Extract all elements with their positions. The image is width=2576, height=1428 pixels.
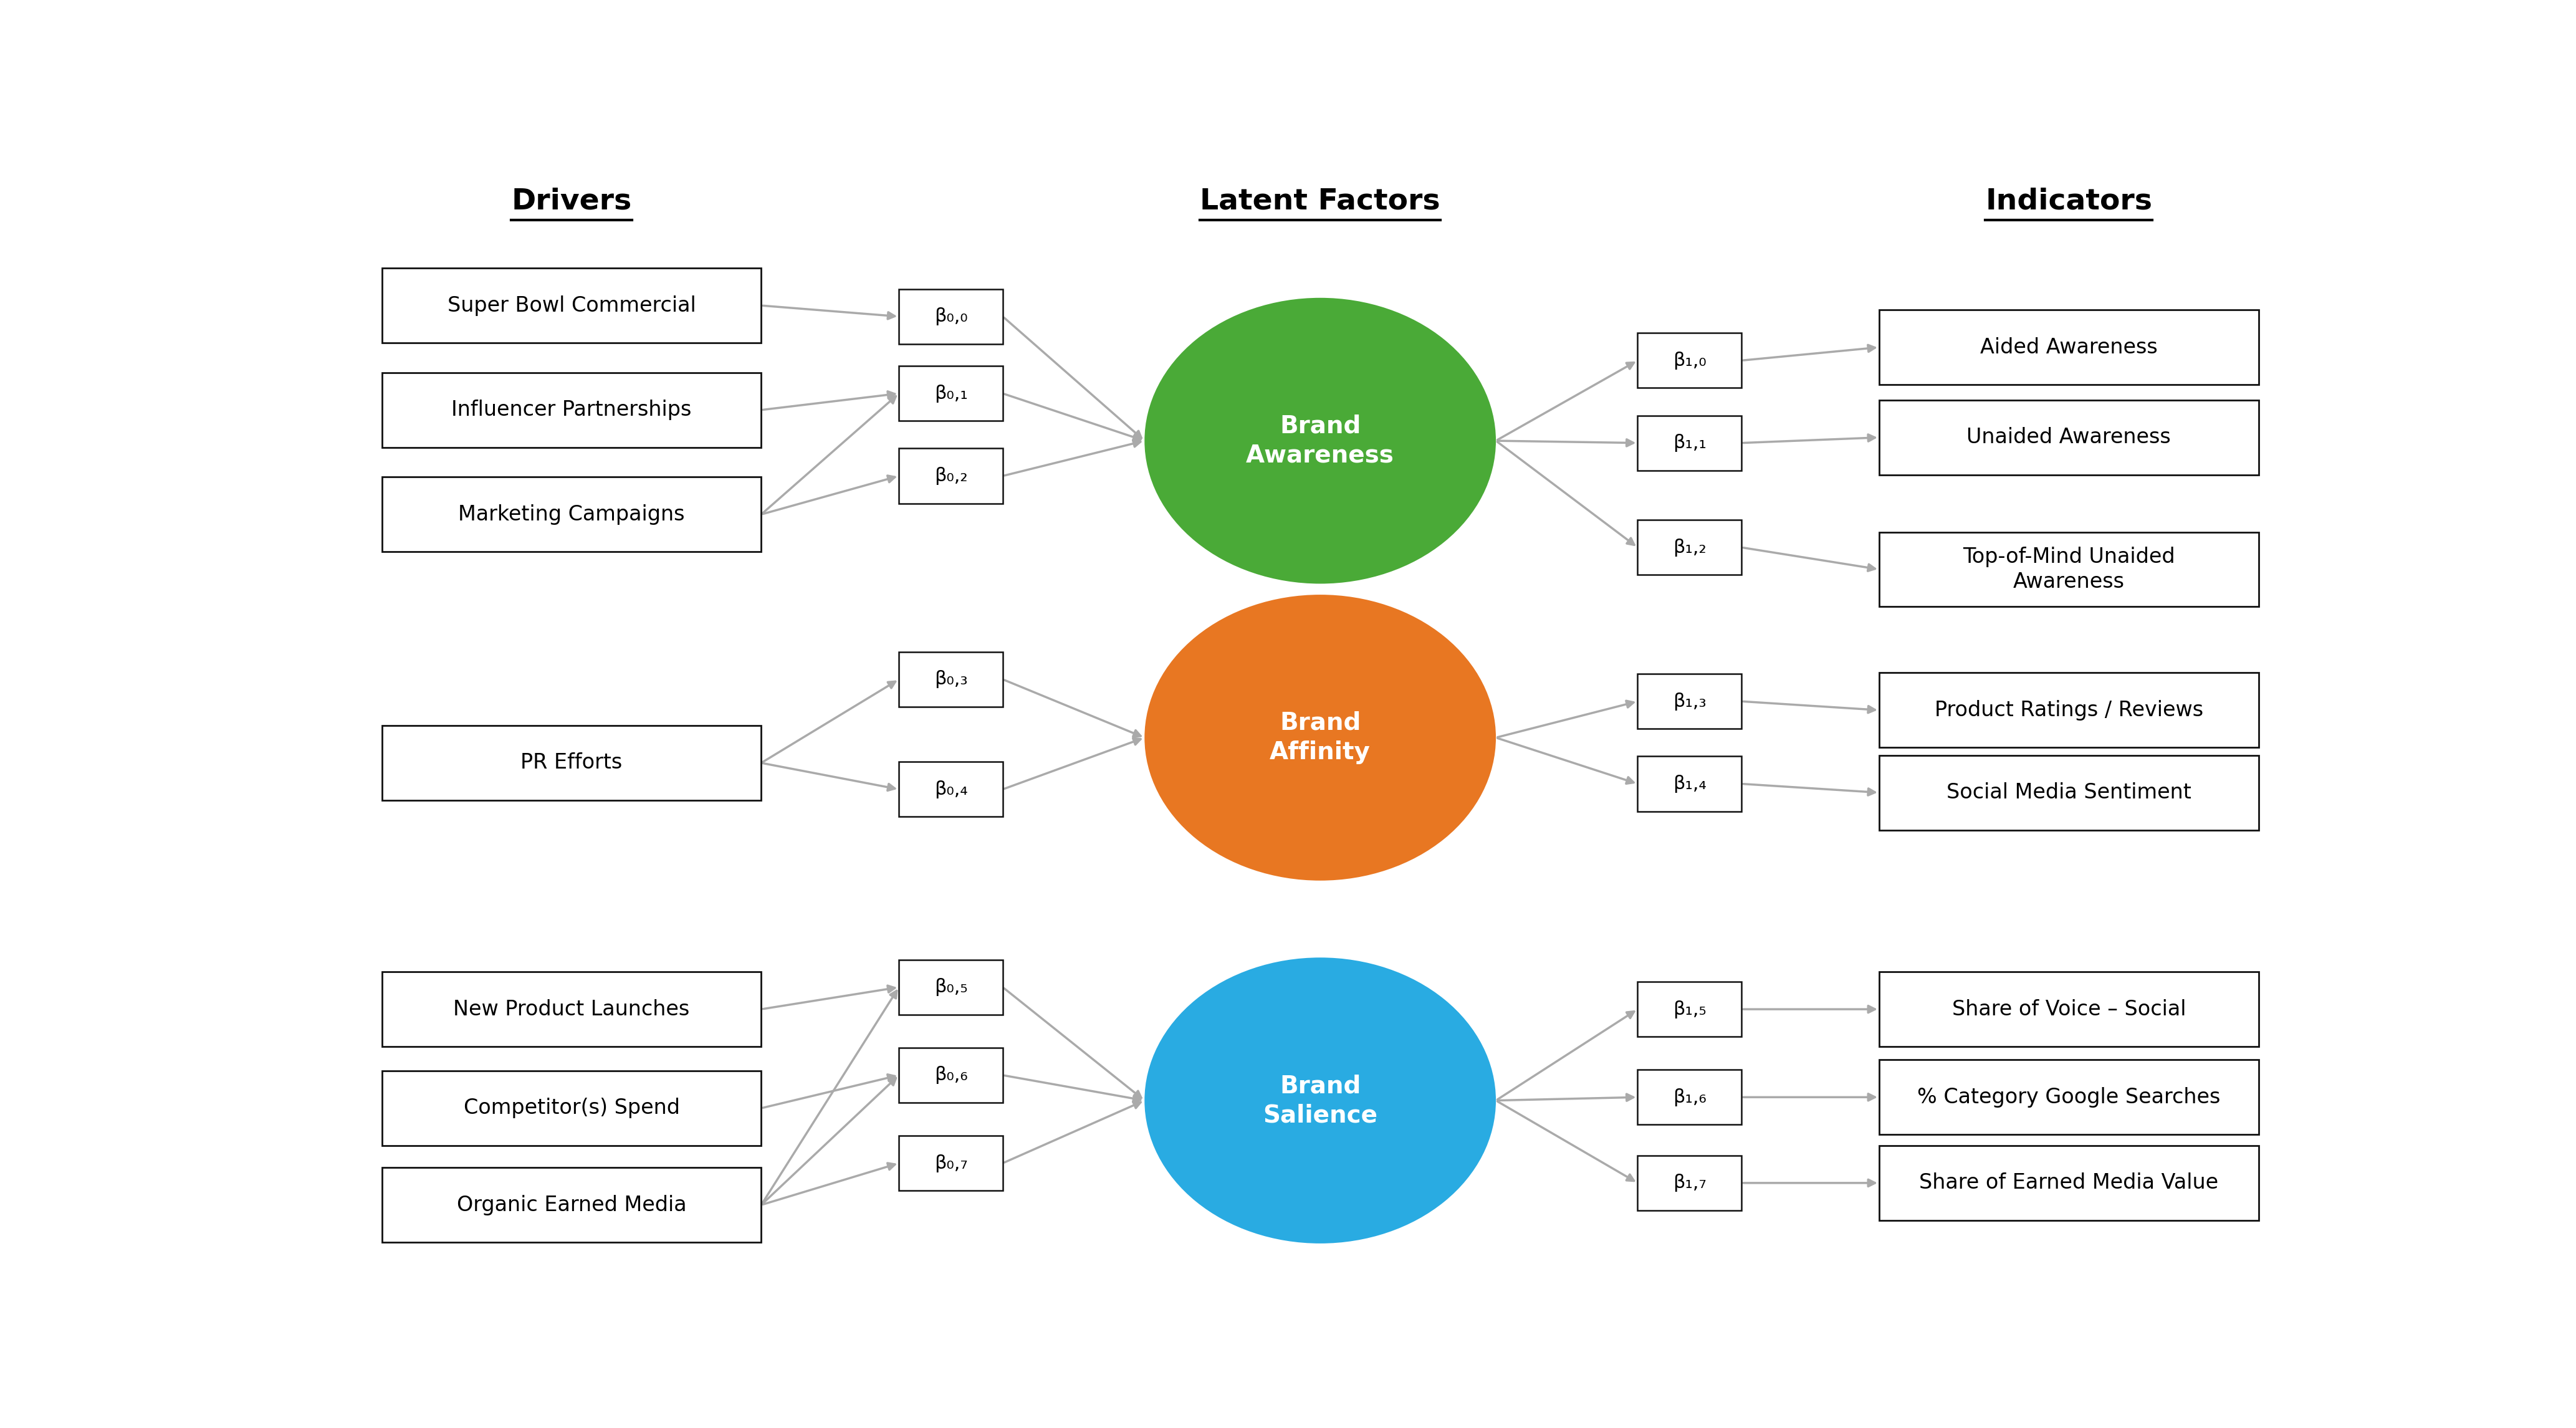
FancyBboxPatch shape	[1638, 1155, 1741, 1211]
Text: Product Ratings / Reviews: Product Ratings / Reviews	[1935, 700, 2202, 721]
FancyBboxPatch shape	[899, 1048, 1002, 1102]
FancyBboxPatch shape	[1638, 416, 1741, 470]
Text: Competitor(s) Spend: Competitor(s) Spend	[464, 1098, 680, 1118]
Text: Brand
Affinity: Brand Affinity	[1270, 711, 1370, 764]
Text: Unaided Awareness: Unaided Awareness	[1965, 427, 2172, 448]
Text: Top-of-Mind Unaided
Awareness: Top-of-Mind Unaided Awareness	[1963, 547, 2174, 593]
Text: Brand
Salience: Brand Salience	[1262, 1074, 1378, 1127]
Text: Drivers: Drivers	[510, 187, 631, 216]
FancyBboxPatch shape	[1880, 533, 2259, 607]
Text: β₁,₂: β₁,₂	[1672, 538, 1705, 557]
Text: % Category Google Searches: % Category Google Searches	[1917, 1087, 2221, 1108]
Text: β₁,₄: β₁,₄	[1672, 775, 1705, 793]
FancyBboxPatch shape	[1880, 972, 2259, 1047]
FancyBboxPatch shape	[899, 366, 1002, 421]
Text: β₀,₅: β₀,₅	[935, 978, 969, 997]
FancyBboxPatch shape	[1638, 757, 1741, 811]
FancyBboxPatch shape	[1880, 1060, 2259, 1135]
FancyBboxPatch shape	[381, 1071, 762, 1145]
FancyBboxPatch shape	[381, 477, 762, 551]
Text: PR Efforts: PR Efforts	[520, 753, 623, 773]
FancyBboxPatch shape	[899, 448, 1002, 504]
FancyBboxPatch shape	[381, 972, 762, 1047]
FancyBboxPatch shape	[1880, 400, 2259, 476]
FancyBboxPatch shape	[899, 651, 1002, 707]
Text: Social Media Sentiment: Social Media Sentiment	[1947, 783, 2192, 803]
FancyBboxPatch shape	[1880, 310, 2259, 384]
Text: β₀,₀: β₀,₀	[935, 307, 969, 326]
Text: Indicators: Indicators	[1986, 187, 2154, 216]
FancyBboxPatch shape	[899, 761, 1002, 817]
Text: Brand
Awareness: Brand Awareness	[1247, 414, 1394, 467]
FancyBboxPatch shape	[381, 1168, 762, 1242]
FancyBboxPatch shape	[1638, 674, 1741, 728]
FancyBboxPatch shape	[1638, 1070, 1741, 1125]
Text: β₀,₁: β₀,₁	[935, 384, 969, 403]
FancyBboxPatch shape	[1638, 981, 1741, 1037]
FancyBboxPatch shape	[1638, 520, 1741, 575]
FancyBboxPatch shape	[1880, 1145, 2259, 1221]
Text: Marketing Campaigns: Marketing Campaigns	[459, 504, 685, 524]
FancyBboxPatch shape	[381, 268, 762, 343]
FancyBboxPatch shape	[381, 373, 762, 447]
Text: β₁,₅: β₁,₅	[1672, 1000, 1705, 1018]
Text: β₁,₇: β₁,₇	[1672, 1174, 1705, 1192]
Text: Share of Earned Media Value: Share of Earned Media Value	[1919, 1172, 2218, 1194]
FancyBboxPatch shape	[381, 725, 762, 800]
Text: β₀,₄: β₀,₄	[935, 780, 969, 798]
Text: Latent Factors: Latent Factors	[1200, 187, 1440, 216]
FancyBboxPatch shape	[899, 1135, 1002, 1191]
Text: New Product Launches: New Product Launches	[453, 1000, 690, 1020]
Text: β₀,₂: β₀,₂	[935, 467, 969, 486]
FancyBboxPatch shape	[1638, 333, 1741, 388]
Ellipse shape	[1144, 298, 1497, 584]
Ellipse shape	[1144, 594, 1497, 881]
Text: β₁,₆: β₁,₆	[1672, 1088, 1705, 1107]
Text: Influencer Partnerships: Influencer Partnerships	[451, 400, 690, 420]
Text: β₀,₆: β₀,₆	[935, 1067, 969, 1084]
Text: β₀,₇: β₀,₇	[935, 1154, 969, 1172]
Text: β₁,₀: β₁,₀	[1672, 351, 1705, 370]
FancyBboxPatch shape	[1880, 755, 2259, 830]
Text: Organic Earned Media: Organic Earned Media	[456, 1195, 685, 1215]
Text: β₀,₃: β₀,₃	[935, 670, 969, 688]
Text: Share of Voice – Social: Share of Voice – Social	[1953, 1000, 2187, 1020]
Text: β₁,₃: β₁,₃	[1672, 693, 1705, 710]
FancyBboxPatch shape	[899, 288, 1002, 344]
FancyBboxPatch shape	[899, 960, 1002, 1015]
FancyBboxPatch shape	[1880, 673, 2259, 747]
Text: Aided Awareness: Aided Awareness	[1981, 337, 2159, 357]
Text: β₁,₁: β₁,₁	[1672, 434, 1705, 453]
Text: Super Bowl Commercial: Super Bowl Commercial	[448, 296, 696, 316]
Ellipse shape	[1144, 958, 1497, 1244]
